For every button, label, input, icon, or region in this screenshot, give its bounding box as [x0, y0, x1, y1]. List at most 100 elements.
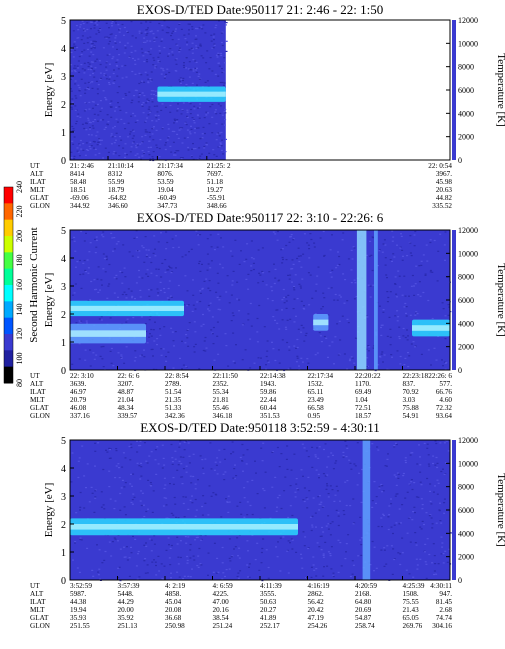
noise-speck	[146, 269, 149, 271]
noise-speck	[247, 576, 250, 578]
noise-speck	[92, 127, 95, 129]
noise-speck	[149, 315, 152, 317]
noise-speck	[132, 473, 135, 475]
noise-speck	[74, 266, 77, 268]
noise-speck	[114, 135, 117, 138]
table-row-label: ALT	[30, 170, 44, 178]
noise-speck	[166, 297, 169, 299]
noise-speck	[286, 341, 289, 344]
noise-speck	[86, 42, 89, 44]
noise-speck	[146, 32, 149, 35]
noise-speck	[184, 342, 187, 344]
noise-speck	[194, 488, 197, 490]
noise-speck	[191, 26, 194, 28]
noise-speck	[194, 331, 197, 333]
noise-speck	[189, 549, 192, 551]
noise-speck	[298, 283, 301, 285]
noise-speck	[189, 69, 191, 71]
noise-speck	[286, 445, 289, 447]
noise-speck	[348, 459, 351, 461]
noise-speck	[288, 346, 291, 348]
noise-speck	[405, 315, 408, 317]
noise-speck	[108, 470, 111, 472]
noise-speck	[141, 150, 144, 152]
noise-speck	[209, 290, 212, 292]
table-cell: 50.63	[260, 598, 277, 606]
noise-speck	[143, 356, 146, 358]
noise-speck	[285, 328, 288, 330]
noise-speck	[398, 336, 401, 338]
noise-speck	[153, 59, 156, 61]
noise-speck	[136, 143, 139, 145]
noise-speck	[146, 61, 149, 63]
noise-speck	[121, 479, 124, 481]
noise-speck	[74, 49, 77, 51]
noise-speck	[440, 553, 443, 555]
noise-speck	[380, 324, 383, 326]
noise-speck	[205, 111, 208, 113]
noise-speck	[292, 308, 295, 310]
noise-speck	[367, 345, 370, 347]
noise-speck	[312, 556, 315, 558]
noise-speck	[318, 546, 321, 548]
noise-speck	[111, 58, 114, 60]
noise-speck	[86, 22, 89, 24]
noise-speck	[93, 45, 95, 47]
noise-speck	[84, 89, 87, 91]
y-tick-label: 5	[61, 226, 66, 237]
noise-speck	[108, 486, 111, 488]
noise-speck	[137, 553, 139, 555]
noise-speck	[130, 146, 133, 148]
noise-speck	[83, 110, 86, 112]
y-tick-label: 3	[61, 72, 66, 83]
table-cell: 1943.	[260, 380, 276, 388]
noise-speck	[195, 38, 198, 40]
table-cell: 65.05	[403, 614, 420, 622]
noise-speck	[152, 157, 155, 160]
noise-speck	[104, 74, 107, 76]
noise-speck	[326, 474, 329, 476]
noise-speck	[275, 546, 277, 548]
noise-speck	[424, 274, 427, 276]
noise-speck	[102, 236, 105, 238]
noise-speck	[96, 58, 99, 60]
noise-speck	[276, 239, 279, 241]
noise-speck	[429, 490, 431, 492]
noise-speck	[131, 70, 134, 73]
noise-speck	[307, 272, 310, 274]
noise-speck	[95, 33, 98, 35]
colorbar-tick-label: 200	[15, 230, 24, 242]
noise-speck	[404, 457, 407, 459]
noise-speck	[340, 565, 343, 567]
table-cell: 252.17	[260, 622, 280, 630]
noise-speck	[218, 449, 221, 451]
noise-speck	[213, 43, 216, 45]
noise-speck	[187, 508, 190, 510]
noise-speck	[74, 109, 77, 111]
noise-speck	[333, 363, 335, 365]
noise-speck	[322, 575, 325, 577]
noise-speck	[88, 145, 91, 148]
noise-speck	[435, 522, 438, 524]
noise-speck	[83, 475, 86, 477]
noise-speck	[171, 457, 174, 459]
noise-speck	[380, 334, 383, 336]
noise-speck	[130, 546, 132, 548]
noise-speck	[189, 113, 192, 115]
noise-speck	[115, 243, 118, 245]
noise-speck	[310, 566, 313, 568]
noise-speck	[322, 553, 325, 555]
noise-speck	[335, 509, 338, 511]
noise-speck	[183, 34, 186, 36]
noise-speck	[105, 449, 107, 451]
noise-speck	[175, 43, 178, 45]
noise-speck	[163, 487, 166, 490]
y-tick-label: 0	[61, 366, 66, 377]
noise-speck	[350, 282, 353, 284]
noise-speck	[99, 355, 102, 357]
noise-speck	[139, 440, 142, 442]
noise-speck	[384, 257, 387, 259]
table-cell: 65.11	[308, 388, 324, 396]
noise-speck	[75, 123, 78, 125]
table-cell: 346.18	[213, 412, 233, 420]
